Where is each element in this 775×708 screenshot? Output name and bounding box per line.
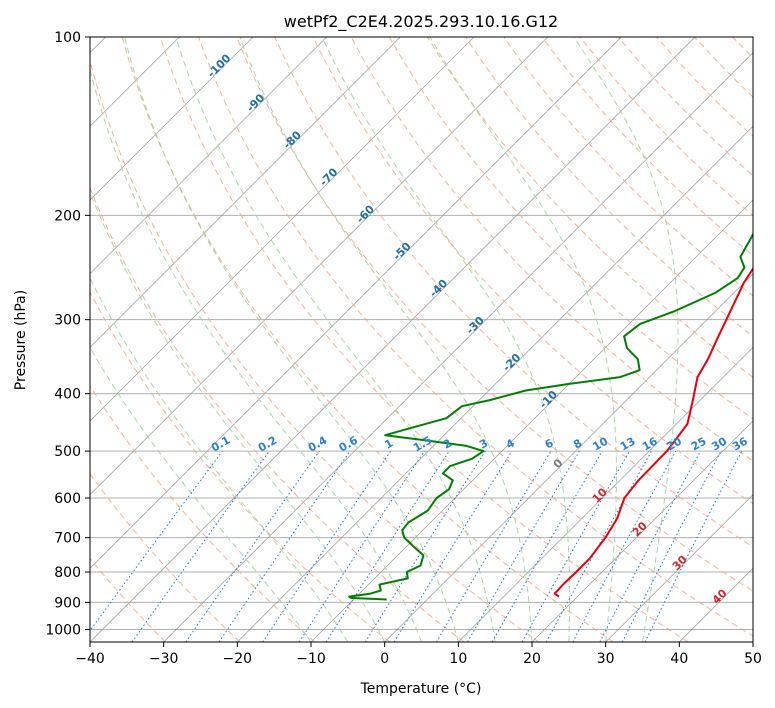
dry-adiabat-line (90, 291, 390, 642)
sounding-traces (348, 232, 753, 601)
y-tick-label: 200 (54, 208, 81, 224)
dry-adiabat-line (90, 472, 241, 642)
dry-adiabat-line (503, 37, 753, 297)
mixing-ratio-line (218, 450, 351, 642)
isotherm-line (310, 199, 753, 642)
isotherm-line (90, 37, 548, 496)
y-tick-label: 700 (54, 531, 81, 547)
x-tick-label: −40 (75, 651, 105, 667)
dry-adiabat-line (90, 186, 465, 642)
moist-adiabat-line (90, 67, 422, 642)
dry-adiabat-line (388, 37, 753, 420)
x-tick-label: 50 (744, 651, 762, 667)
y-tick-label: 300 (54, 313, 81, 329)
y-tick-label: 600 (54, 491, 81, 507)
x-tick-label: −20 (223, 651, 253, 667)
isotherm-line (90, 37, 327, 275)
mixing-ratio-line (572, 450, 677, 642)
x-tick-label: −10 (296, 651, 326, 667)
skewed-isotherms (90, 37, 753, 642)
x-tick-label: 10 (449, 651, 467, 667)
moist-adiabat-line (573, 37, 679, 642)
y-tick-label: 1000 (45, 622, 81, 638)
mixing-ratio-lines (90, 450, 743, 642)
dry-adiabat-line (121, 37, 614, 642)
isotherm-line (237, 125, 753, 642)
moist-adiabats (90, 37, 679, 642)
chart-title: wetPf2_C2E4.2025.293.10.16.G12 (284, 12, 558, 32)
dry-adiabat-line (465, 37, 753, 338)
dewpoint-trace (348, 232, 753, 601)
y-tick-label: 400 (54, 387, 81, 403)
mixing-ratio-line (90, 450, 223, 632)
y-tick-label: 100 (54, 30, 81, 46)
temperature-trace (553, 266, 753, 598)
moist-adiabat-line (429, 37, 617, 642)
moist-adiabat-line (175, 37, 496, 642)
dry-adiabat-line (236, 37, 753, 592)
y-tick-label: 500 (54, 444, 81, 460)
mixing-ratio-line (298, 450, 425, 642)
y-tick-label: 800 (54, 565, 81, 581)
plot-frame (89, 36, 754, 643)
x-tick-label: −30 (149, 651, 179, 667)
isotherm-line (163, 52, 753, 642)
dry-adiabat-line (274, 37, 753, 548)
dry-adiabat-line (90, 59, 540, 642)
dry-adiabat-line (426, 37, 753, 378)
x-tick-label: 20 (523, 651, 541, 667)
mixing-ratio-line (131, 450, 270, 642)
mixing-ratio-line (644, 450, 743, 642)
x-axis-ticks: −40 −30 −20 −10 0 10 20 30 40 50 (75, 642, 762, 667)
moist-adiabat-line (124, 37, 459, 642)
isotherm-line (458, 346, 753, 642)
dry-adiabat-line (350, 37, 753, 462)
isotherm-line (90, 37, 254, 201)
isotherm-line (605, 494, 753, 642)
y-tick-label: 900 (54, 595, 81, 611)
isotherm-line (90, 37, 622, 569)
mixing-ratio-line (185, 450, 320, 642)
moist-adiabat-line (90, 190, 386, 642)
isotherm-line (90, 37, 401, 348)
mixing-ratio-line (262, 450, 392, 642)
isotherm-line (531, 420, 753, 642)
x-axis-label: Temperature (°C) (360, 681, 482, 697)
dry-adiabat-line (198, 37, 753, 637)
mixing-ratio-line (393, 450, 513, 642)
moist-adiabat-line (239, 37, 533, 642)
mixing-ratio-line (325, 450, 450, 642)
y-axis-ticks: 1000 900 800 700 600 500 400 300 200 100 (45, 30, 90, 638)
dry-adiabat-line (159, 37, 689, 642)
moist-adiabat-line (90, 346, 312, 642)
isotherm-line (90, 37, 475, 422)
x-tick-label: 0 (380, 651, 389, 667)
moist-adiabat-line (90, 277, 349, 642)
dry-adiabats (90, 37, 753, 642)
isotherm-line (90, 37, 696, 642)
isotherm-line (384, 273, 753, 642)
x-tick-label: 40 (670, 651, 688, 667)
moist-adiabat-line (321, 37, 571, 642)
y-axis-label: Pressure (hPa) (13, 290, 29, 390)
dry-adiabat-line (312, 37, 753, 505)
mixing-ratio-line (521, 450, 630, 642)
x-tick-label: 30 (597, 651, 615, 667)
dry-adiabat-line (90, 384, 316, 642)
